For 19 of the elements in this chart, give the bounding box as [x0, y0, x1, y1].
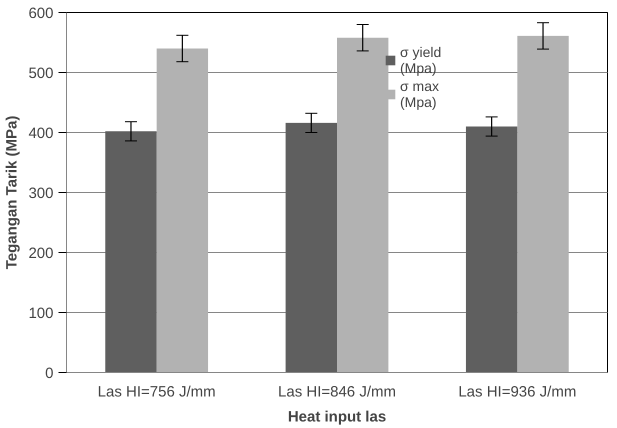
x-tick-label: Las HI=756 J/mm	[98, 384, 216, 400]
bar	[105, 131, 157, 372]
y-tick-label: 400	[28, 125, 54, 142]
legend-label: σ max (Mpa)	[400, 78, 439, 110]
y-tick-label: 200	[28, 245, 54, 262]
y-tick-label: 500	[28, 65, 54, 82]
bar	[517, 36, 569, 372]
x-tick-label: Las HI=846 J/mm	[278, 384, 396, 400]
y-tick-label: 100	[28, 305, 54, 322]
bar	[466, 126, 518, 372]
bar	[156, 48, 208, 372]
legend-label: σ yield (Mpa)	[400, 44, 442, 76]
bar	[286, 122, 337, 372]
x-axis-title: Heat input las	[288, 408, 386, 426]
y-tick-label: 600	[28, 5, 54, 22]
y-axis-title: Tegangan Tarik (MPa)	[3, 116, 20, 270]
y-tick-label: 0	[45, 365, 54, 382]
x-tick-label: Las HI=936 J/mm	[458, 384, 576, 400]
y-tick-label: 300	[28, 185, 54, 202]
